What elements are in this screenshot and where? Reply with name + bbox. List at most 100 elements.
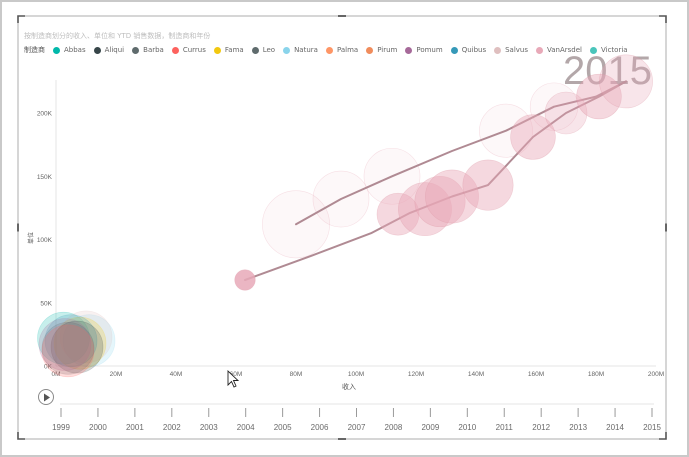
play-icon <box>44 393 50 402</box>
timeline-year-label[interactable]: 2008 <box>385 423 403 432</box>
legend-item[interactable]: Pomum <box>405 46 443 54</box>
data-bubble <box>544 91 588 135</box>
play-button[interactable]: Play <box>38 389 54 405</box>
legend-label: Currus <box>182 46 206 54</box>
cluster-bubble <box>41 321 95 375</box>
timeline-year-label[interactable]: 2015 <box>643 423 661 432</box>
cluster-bubble <box>37 311 90 365</box>
legend-label: Fama <box>224 46 244 54</box>
y-tick-label: 50K <box>40 300 52 307</box>
legend-item[interactable]: Palma <box>325 46 359 54</box>
legend-swatch <box>283 46 291 54</box>
legend-item[interactable]: Aliqui <box>93 46 125 54</box>
legend-swatch <box>450 46 458 54</box>
timeline-year-label[interactable]: 2000 <box>89 423 107 432</box>
legend-swatch <box>536 46 544 54</box>
legend-swatch <box>251 46 259 54</box>
play-axis-timeline[interactable]: 1999 2000 2001 2002 2003 2004 2005 2006 2007 2008… <box>52 408 661 432</box>
legend-swatch <box>494 46 502 54</box>
timeline-year-label[interactable]: 1999 <box>52 423 70 432</box>
legend-label: Palma <box>336 46 359 54</box>
resize-handle-icon[interactable] <box>659 15 667 23</box>
cluster-bubble <box>44 314 98 368</box>
x-tick-label: 20M <box>110 371 123 378</box>
legend-label: VanArsdel <box>547 46 582 54</box>
y-tick-label: 100K <box>37 237 53 244</box>
timeline-year-label[interactable]: 2004 <box>237 423 255 432</box>
data-bubble <box>510 114 556 160</box>
x-tick-label: 60M <box>230 371 243 378</box>
data-bubble <box>462 159 514 211</box>
x-tick-label: 100M <box>348 371 364 378</box>
legend-label: Aliqui <box>104 46 125 54</box>
x-tick-label: 0M <box>51 371 60 378</box>
legend-item[interactable]: Victoria <box>590 46 628 54</box>
x-tick-label: 200M <box>648 371 664 378</box>
trail-lines <box>244 80 627 281</box>
timeline-year-label[interactable]: 2003 <box>200 423 218 432</box>
legend-swatch <box>325 46 333 54</box>
legend-item[interactable]: Barba <box>132 46 164 54</box>
legend-item[interactable]: Currus <box>171 46 206 54</box>
trail-line <box>295 80 627 226</box>
x-tick-label: 140M <box>468 371 484 378</box>
legend-label: Salvus <box>505 46 529 54</box>
highlight-bubbles <box>234 54 653 291</box>
timeline-year-label[interactable]: 2002 <box>163 423 181 432</box>
x-tick-label: 80M <box>290 371 303 378</box>
timeline-year-label[interactable]: 2010 <box>458 423 476 432</box>
cluster-bubble <box>50 320 104 374</box>
data-bubble <box>425 169 479 224</box>
cluster-bubble <box>62 314 116 368</box>
legend-item[interactable]: Natura <box>283 46 318 54</box>
legend-title: 制造商 <box>24 46 45 54</box>
mouse-pointer-icon <box>227 369 240 388</box>
x-tick-label: 180M <box>588 371 604 378</box>
timeline-year-label[interactable]: 2005 <box>274 423 292 432</box>
data-bubble <box>576 73 622 120</box>
timeline-year-label[interactable]: 2007 <box>348 423 366 432</box>
data-bubble <box>599 54 653 109</box>
y-axis-title: 单位 <box>27 232 35 244</box>
year-watermark: 2015 <box>563 49 652 93</box>
cluster-bubble <box>41 324 95 378</box>
x-axis-title: 收入 <box>342 382 356 391</box>
chart-subtitle: 按制造商划分的收入、单位和 YTD 销售数据，制造商和年份 <box>24 32 211 40</box>
bubble-cluster <box>37 310 116 378</box>
legend-item[interactable]: Abbas <box>53 46 86 54</box>
legend-item[interactable]: VanArsdel <box>536 46 582 54</box>
resize-handle-icon[interactable] <box>17 15 25 23</box>
timeline-year-label[interactable]: 2006 <box>311 423 329 432</box>
resize-handle-icon[interactable] <box>17 432 25 440</box>
data-bubble <box>414 176 466 228</box>
legend-item[interactable]: Pirum <box>366 46 397 54</box>
legend-item[interactable]: Leo <box>251 46 276 54</box>
legend-item[interactable]: Fama <box>213 46 244 54</box>
legend-label: Pirum <box>377 46 398 54</box>
resize-handle-icon[interactable] <box>659 432 667 440</box>
timeline-year-label[interactable]: 2009 <box>421 423 439 432</box>
legend-label: Natura <box>294 46 318 54</box>
resize-handles[interactable] <box>17 15 667 440</box>
y-tick-label: 150K <box>37 174 53 181</box>
timeline-year-label[interactable]: 2001 <box>126 423 144 432</box>
x-tick-label: 160M <box>528 371 544 378</box>
timeline-year-label[interactable]: 2013 <box>569 423 587 432</box>
legend-item[interactable]: Salvus <box>494 46 528 54</box>
data-bubble <box>234 269 256 291</box>
legend-label: Leo <box>262 46 276 54</box>
data-bubble <box>376 192 420 236</box>
legend-item[interactable]: Quibus <box>450 46 486 54</box>
x-axis-ticks: 0M 20M 40M 60M 80M 100M 120M 140M 160M 180M 200M <box>51 371 664 378</box>
y-axis-ticks: 0K 50K 100K 150K 200K <box>37 111 53 371</box>
timeline-year-label[interactable]: 2011 <box>496 423 514 432</box>
legend-swatch <box>93 46 101 54</box>
trail-line <box>244 80 627 281</box>
timeline-year-label[interactable]: 2012 <box>532 423 550 432</box>
cluster-bubble <box>38 318 92 371</box>
timeline-year-label[interactable]: 2014 <box>606 423 624 432</box>
legend-swatch <box>132 46 140 54</box>
